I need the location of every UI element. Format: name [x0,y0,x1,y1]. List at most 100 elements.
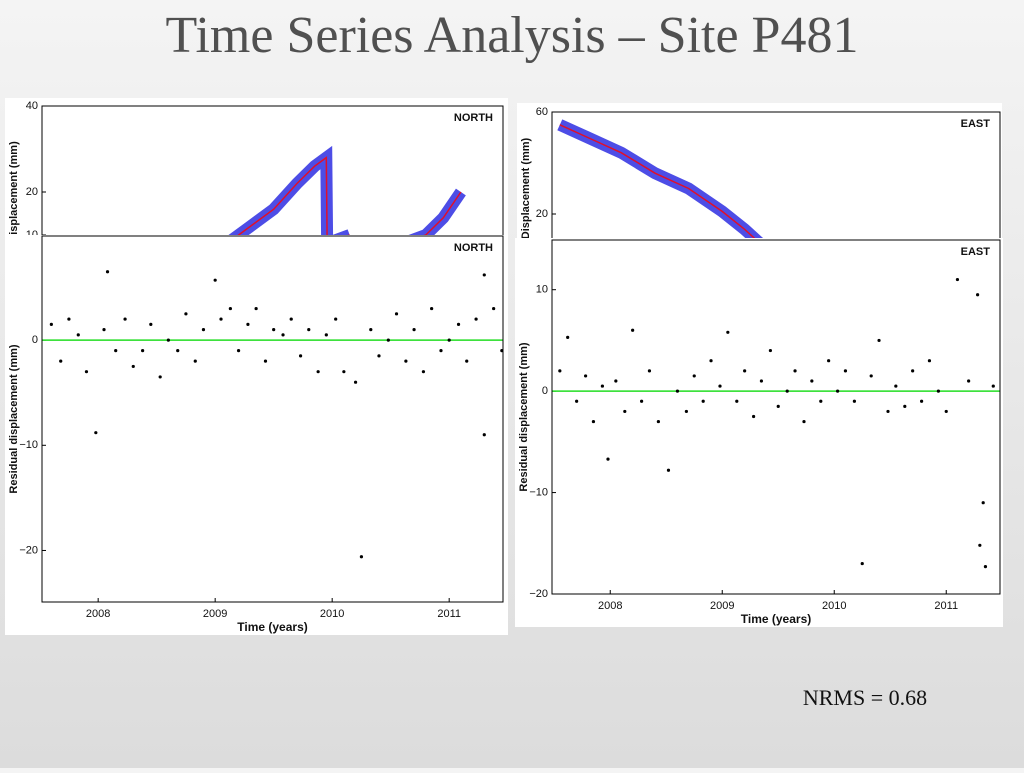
residual-point [67,317,71,321]
residual-point [920,399,924,403]
residual-point [819,399,823,403]
residual-point [281,333,285,337]
chart: 10 0 −10 −20 2008 2009 2010 2011 Time (years) Res… [515,238,1003,627]
residual-point [675,389,680,393]
x-tick-label: 2010 [822,600,846,612]
residual-point [105,270,110,274]
chart: 20 60 Displacement (mm) EAST [517,103,1002,243]
residual-point [213,278,217,282]
residual-point [141,349,145,353]
residual-point [802,419,806,424]
residual-point [759,379,764,383]
residual-point [877,338,881,343]
panel-label: NORTH [454,112,493,124]
residual-point [49,322,53,326]
residual-point [976,293,980,297]
residual-point [656,419,661,424]
residual-point [981,501,985,505]
residual-point [852,399,857,403]
residual-point [927,359,932,363]
residual-point [298,354,303,358]
y-tick-label: −20 [529,588,548,600]
residual-point [236,349,241,353]
residual-point [978,543,982,547]
y-tick-label: 10 [536,284,548,296]
y-tick-label: −20 [19,544,38,556]
residual-point [991,384,995,388]
residual-point [334,317,338,321]
residual-point [246,322,250,326]
chart: 0 −10 −20 2008 2009 2010 2011 Time (years) Resid… [5,235,508,635]
y-tick-label: 20 [26,186,38,198]
residual-point [718,384,722,388]
residual-point [735,399,739,403]
residual-point [606,457,610,461]
residual-point [386,338,390,342]
residual-point [843,369,848,373]
y-tick-label: 60 [536,106,548,118]
residual-point [684,409,689,414]
residual-point [131,364,135,369]
x-tick-label: 2008 [86,608,110,620]
residual-point [447,338,451,342]
residual-point [149,322,153,326]
residual-point [158,375,162,379]
charts: 10 20 40 Displacement (mm) NORTH 20 60 Displace… [5,98,1003,635]
residual-point [768,348,773,353]
residual-point [219,317,223,321]
plot-frame [551,239,1001,595]
panel-label: EAST [961,118,991,130]
residual-point [591,419,596,424]
x-axis-label: Time (years) [237,620,307,634]
residual-point [623,409,627,414]
residual-point [785,389,789,393]
residual-point [631,328,635,332]
residual-point [600,384,605,388]
nrms-note: NRMS = 0.68 [803,685,927,710]
y-tick-label: 0 [542,385,548,397]
residual-point [307,328,311,332]
residual-point [377,354,381,358]
residual-point [76,333,80,337]
residual-point [176,349,180,353]
model-line [233,156,462,238]
residual-point [94,431,98,435]
residual-point [752,414,756,419]
residual-point [666,468,671,472]
residual-point [359,555,364,559]
residual-point [369,328,373,332]
residual-point [456,322,461,326]
chart-body: 10 20 40 Displacement (mm) NORTH [8,100,504,238]
residual-point [324,333,328,337]
x-tick-label: 2010 [320,608,344,620]
residual-point [860,561,864,566]
slide-title: Time Series Analysis – Site P481 [166,7,859,64]
residual-point [955,277,960,282]
residual-point [944,409,948,414]
residual-point [263,359,268,363]
panel-label: NORTH [454,242,493,254]
residual-point [647,369,652,373]
residual-point [903,404,907,408]
model-line [559,124,761,243]
chart-body: 0 −10 −20 2008 2009 2010 2011 Time (years) Resid… [8,235,504,634]
residual-point [566,335,570,339]
residual-point [614,379,618,383]
chart-background [5,235,508,635]
residual-point [482,273,486,277]
residual-point [983,565,988,569]
chart-background [515,238,1003,627]
plot-frame [551,111,1001,243]
residual-point [701,399,705,403]
residual-point [102,328,106,332]
residual-point [184,312,188,316]
residual-point [726,330,730,334]
y-tick-label: 0 [32,334,38,346]
residual-point [640,399,644,403]
residual-point [911,369,915,373]
residual-point [201,328,206,332]
residual-point [59,359,63,363]
residual-point [776,404,780,408]
residual-point [316,370,320,374]
